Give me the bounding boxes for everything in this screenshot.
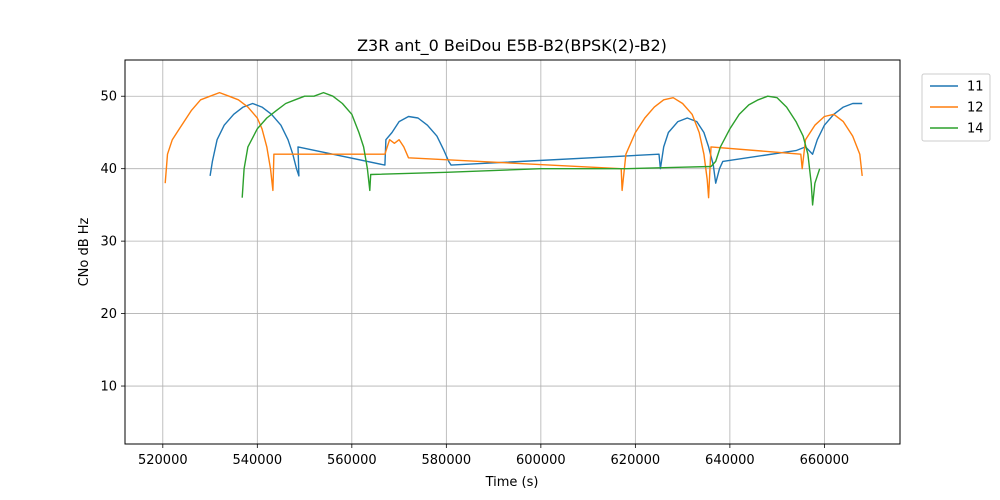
series-line-14 xyxy=(241,91,821,206)
tick-layer: 520000 540000 560000 580000 600000 620000 6400… xyxy=(100,90,849,468)
series-layer xyxy=(164,91,863,206)
x-tick-label: 520000 xyxy=(138,453,188,468)
series-line-11 xyxy=(209,102,863,184)
x-tick-label: 540000 xyxy=(232,453,282,468)
y-tick-label: 30 xyxy=(100,235,117,250)
series-line-12 xyxy=(164,91,863,199)
y-tick-label: 40 xyxy=(100,162,117,177)
plot-frame xyxy=(124,59,901,445)
legend: 11 12 14 xyxy=(921,73,991,142)
x-axis-label: Time (s) xyxy=(485,475,539,490)
x-tick-label: 600000 xyxy=(516,453,566,468)
legend-label-14: 14 xyxy=(967,122,984,137)
y-tick-label: 50 xyxy=(100,90,117,105)
legend-label-12: 12 xyxy=(967,101,984,116)
x-tick-label: 560000 xyxy=(327,453,377,468)
x-tick-label: 620000 xyxy=(611,453,661,468)
chart-title: Z3R ant_0 BeiDou E5B-B2(BPSK(2)-B2) xyxy=(357,36,667,56)
x-tick-label: 640000 xyxy=(705,453,755,468)
legend-label-11: 11 xyxy=(967,80,984,95)
grid-layer xyxy=(125,60,900,444)
y-tick-label: 10 xyxy=(100,380,117,395)
x-tick-label: 660000 xyxy=(800,453,850,468)
x-tick-label: 580000 xyxy=(422,453,472,468)
y-axis-label: CNo dB Hz xyxy=(77,217,92,286)
legend-items: 11 12 14 xyxy=(930,80,984,137)
y-tick-label: 20 xyxy=(100,307,117,322)
